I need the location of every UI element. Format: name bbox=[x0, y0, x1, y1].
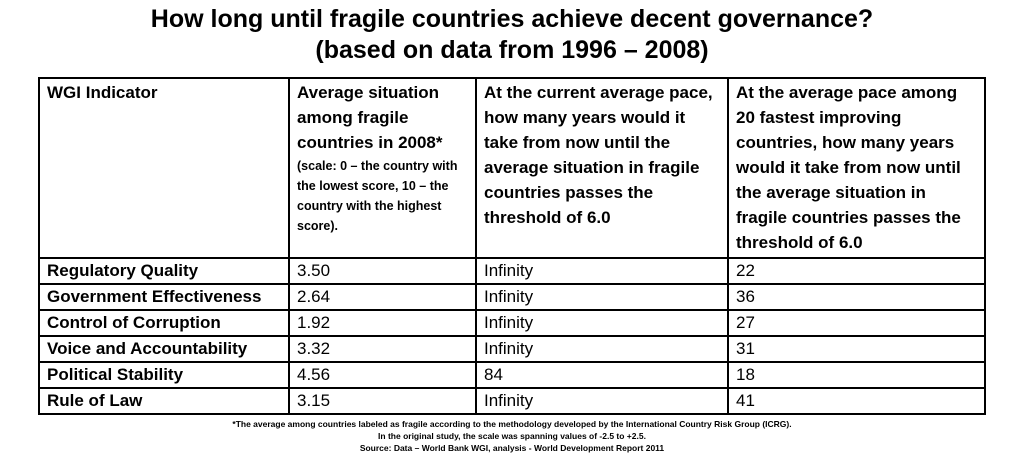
current-pace-cell: Infinity bbox=[475, 309, 729, 337]
fastest-pace-cell: 27 bbox=[727, 309, 986, 337]
footnote-asterisk: *The average among countries labeled as … bbox=[232, 419, 792, 429]
table-row: Political Stability 4.56 84 18 bbox=[38, 361, 986, 389]
fastest-pace-cell: 18 bbox=[727, 361, 986, 389]
header-scale-note: (scale: 0 – the country with the lowest … bbox=[297, 159, 458, 233]
fastest-pace-cell: 41 bbox=[727, 387, 986, 415]
title-line-2: (based on data from 1996 – 2008) bbox=[315, 36, 709, 64]
indicator-cell: Control of Corruption bbox=[38, 309, 290, 337]
indicator-cell: Rule of Law bbox=[38, 387, 290, 415]
header-current-pace: At the current average pace, how many ye… bbox=[475, 77, 729, 259]
table-row: Control of Corruption 1.92 Infinity 27 bbox=[38, 309, 986, 337]
table-row: Regulatory Quality 3.50 Infinity 22 bbox=[38, 257, 986, 285]
footnote-source: Source: Data – World Bank WGI, analysis … bbox=[359, 443, 665, 453]
table-body: Regulatory Quality 3.50 Infinity 22 Governme… bbox=[38, 257, 986, 415]
average-cell: 3.15 bbox=[288, 387, 477, 415]
average-cell: 4.56 bbox=[288, 361, 477, 389]
average-cell: 2.64 bbox=[288, 283, 477, 311]
fastest-pace-cell: 31 bbox=[727, 335, 986, 363]
average-cell: 3.50 bbox=[288, 257, 477, 285]
fastest-pace-cell: 36 bbox=[727, 283, 986, 311]
governance-table: WGI Indicator Average situation among fr… bbox=[38, 77, 986, 415]
indicator-cell: Government Effectiveness bbox=[38, 283, 290, 311]
footnote-scale: In the original study, the scale was spa… bbox=[378, 431, 646, 441]
average-cell: 3.32 bbox=[288, 335, 477, 363]
fastest-pace-cell: 22 bbox=[727, 257, 986, 285]
table-row: Rule of Law 3.15 Infinity 41 bbox=[38, 387, 986, 415]
header-row: WGI Indicator Average situation among fr… bbox=[38, 77, 986, 259]
indicator-cell: Voice and Accountability bbox=[38, 335, 290, 363]
current-pace-cell: Infinity bbox=[475, 257, 729, 285]
indicator-cell: Political Stability bbox=[38, 361, 290, 389]
table-row: Government Effectiveness 2.64 Infinity 36 bbox=[38, 283, 986, 311]
footnotes: *The average among countries labeled as … bbox=[0, 418, 1024, 454]
indicator-cell: Regulatory Quality bbox=[38, 257, 290, 285]
header-average-situation: Average situation among fragile countrie… bbox=[288, 77, 477, 259]
table-row: Voice and Accountability 3.32 Infinity 31 bbox=[38, 335, 986, 363]
header-fastest-pace: At the average pace among 20 fastest imp… bbox=[727, 77, 986, 259]
current-pace-cell: Infinity bbox=[475, 335, 729, 363]
header-wgi-indicator: WGI Indicator bbox=[38, 77, 290, 259]
current-pace-cell: 84 bbox=[475, 361, 729, 389]
average-cell: 1.92 bbox=[288, 309, 477, 337]
current-pace-cell: Infinity bbox=[475, 283, 729, 311]
title-line-1: How long until fragile countries achieve… bbox=[150, 5, 874, 33]
current-pace-cell: Infinity bbox=[475, 387, 729, 415]
